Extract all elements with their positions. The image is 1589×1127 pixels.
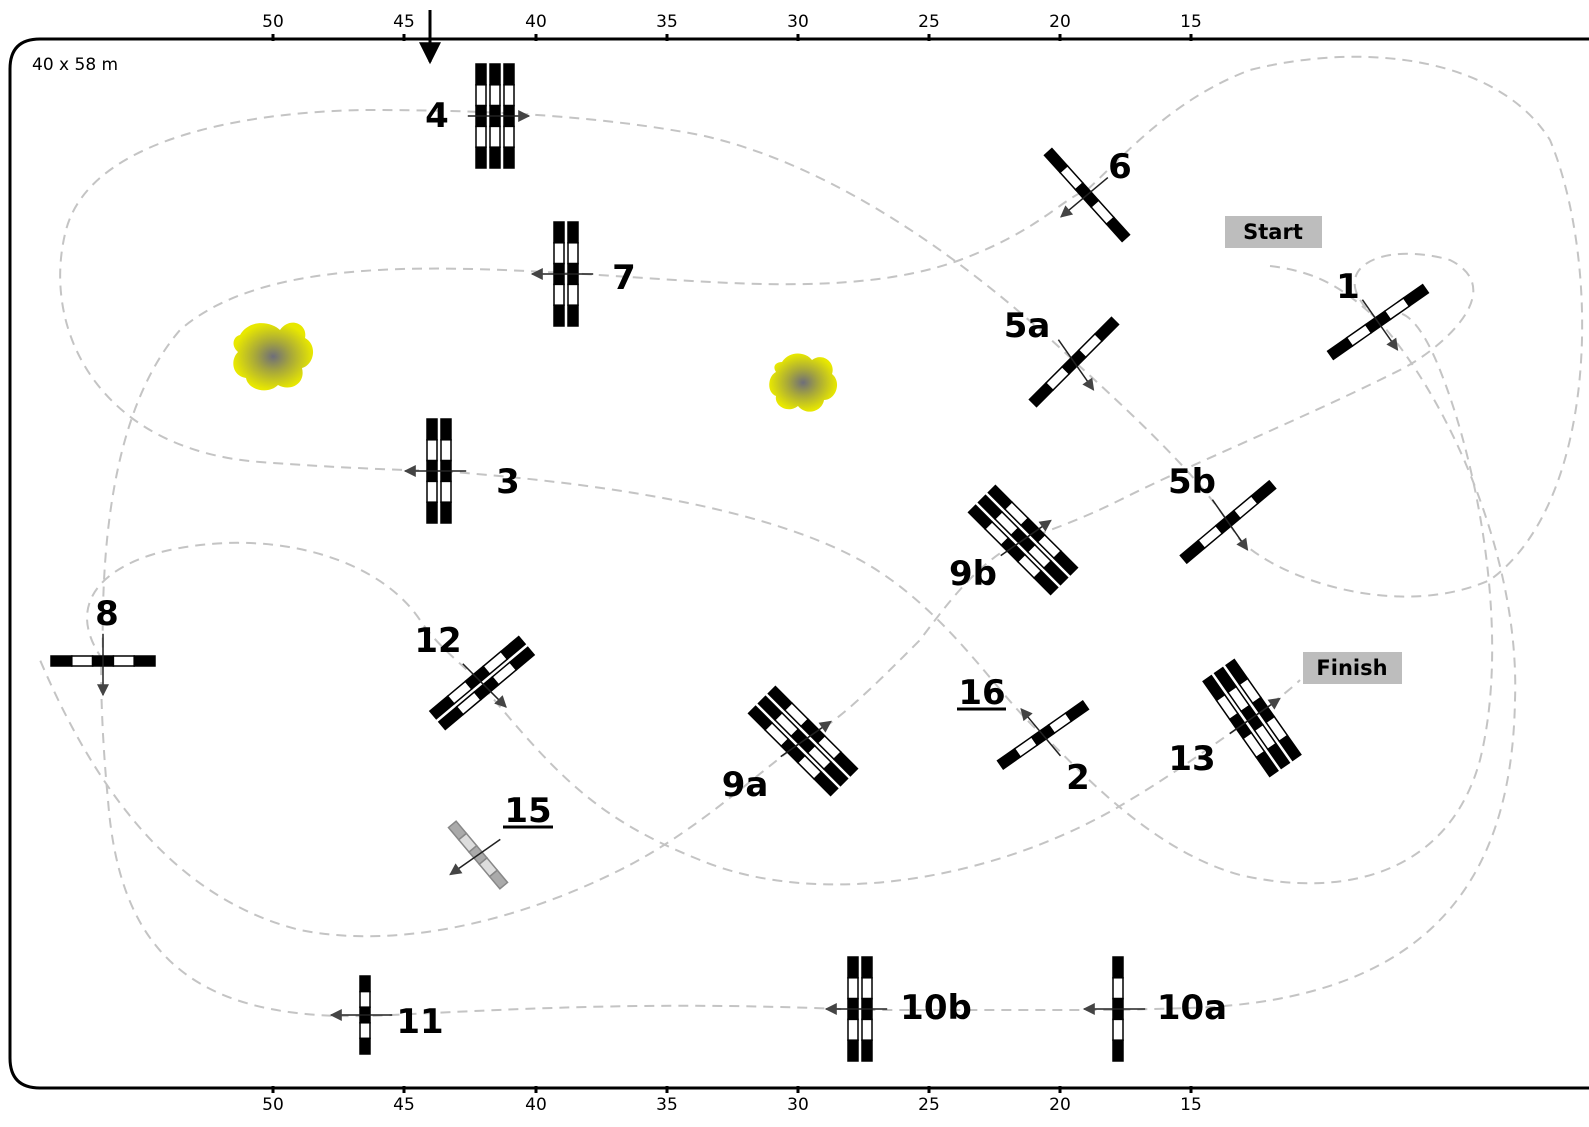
obstacle-10a	[1082, 956, 1146, 1062]
direction-arrow-icon	[1020, 708, 1062, 757]
obstacle-3	[403, 418, 467, 524]
obstacle-pole	[553, 221, 565, 327]
obstacle-pole	[747, 705, 839, 797]
top-tick-label: 40	[525, 12, 547, 32]
direction-arrow-icon	[1361, 299, 1399, 351]
obstacle-label-10b: 10b	[900, 988, 972, 1028]
bottom-tick-label: 30	[787, 1095, 809, 1115]
obstacle-9b	[967, 484, 1079, 596]
bottom-tick-label: 50	[262, 1095, 284, 1115]
course-route	[86, 541, 1301, 886]
direction-arrow-icon	[780, 720, 832, 758]
obstacle-4	[467, 63, 531, 169]
start-marker: Start	[1225, 216, 1322, 248]
obstacle-pole	[567, 221, 579, 327]
obstacle-15	[447, 820, 509, 890]
obstacle-label-11: 11	[396, 1002, 443, 1042]
obstacle-5b	[1179, 479, 1277, 565]
obstacle-label-15: 15	[504, 791, 551, 831]
tree-icon	[233, 322, 314, 391]
top-tick-label: 15	[1180, 12, 1202, 32]
obstacle-13	[1202, 658, 1302, 778]
top-scale: 50 45 40 35 30 25 20 15	[262, 12, 1202, 41]
finish-label: Finish	[1316, 656, 1387, 680]
direction-arrow-icon	[1000, 519, 1052, 557]
obstacle-12	[428, 635, 536, 731]
obstacle-9a	[747, 685, 859, 797]
obstacle-label-8: 8	[95, 594, 119, 634]
obstacle-pole	[426, 418, 438, 524]
obstacle-pole	[1225, 658, 1302, 762]
top-tick-label: 25	[918, 12, 940, 32]
bottom-tick-label: 20	[1049, 1095, 1071, 1115]
direction-arrow-icon	[1211, 499, 1249, 551]
arena-size-label: 40 x 58 m	[32, 55, 118, 75]
obstacle-label-7: 7	[612, 258, 636, 298]
obstacle-label-6: 6	[1108, 147, 1132, 187]
top-tick-label: 50	[262, 12, 284, 32]
obstacle-label-12: 12	[414, 621, 461, 661]
obstacle-6	[1043, 147, 1131, 243]
obstacle-label-1: 1	[1336, 267, 1360, 307]
obstacle-label-4: 4	[425, 96, 449, 136]
direction-arrow-icon	[1057, 339, 1095, 391]
bottom-tick-label: 40	[525, 1095, 547, 1115]
course-route	[39, 252, 1475, 938]
obstacle-pole	[1213, 666, 1291, 770]
obstacle-label-9b: 9b	[949, 554, 997, 594]
tree-icon	[769, 353, 838, 412]
bottom-scale: 50 45 40 35 30 25 20 15	[262, 1086, 1202, 1115]
obstacle-1	[1326, 283, 1430, 361]
obstacle-pole	[847, 956, 859, 1062]
obstacle-16	[996, 700, 1090, 770]
obstacle-label-5a: 5a	[1004, 306, 1051, 346]
top-tick-label: 45	[393, 12, 415, 32]
obstacles-layer	[50, 63, 1430, 1062]
bottom-tick-label: 45	[393, 1095, 415, 1115]
obstacle-label-16: 16	[958, 673, 1005, 713]
obstacle-label-13: 13	[1168, 739, 1215, 779]
obstacle-pole	[359, 975, 371, 1055]
finish-marker: Finish	[1303, 652, 1402, 684]
obstacle-pole	[967, 504, 1059, 596]
direction-arrow-icon	[1060, 176, 1109, 218]
obstacle-label-10a: 10a	[1157, 988, 1227, 1028]
top-tick-label: 35	[656, 12, 678, 32]
bottom-tick-label: 25	[918, 1095, 940, 1115]
bottom-tick-label: 15	[1180, 1095, 1202, 1115]
course-route	[59, 55, 1584, 1018]
obstacle-pole	[1326, 283, 1430, 361]
obstacle-pole	[987, 484, 1079, 576]
obstacle-5a	[1028, 316, 1120, 408]
direction-arrow-icon	[449, 838, 501, 876]
top-tick-label: 20	[1049, 12, 1071, 32]
direction-arrow-icon	[1229, 697, 1281, 735]
obstacle-8	[50, 633, 156, 697]
obstacle-11	[329, 975, 393, 1055]
direction-arrow-icon	[462, 663, 507, 708]
obstacle-7	[530, 221, 594, 327]
obstacle-label-5b: 5b	[1168, 462, 1216, 502]
start-label: Start	[1243, 220, 1303, 244]
obstacle-label-9a: 9a	[722, 765, 769, 805]
obstacle-label-2: 2	[1066, 758, 1090, 798]
obstacle-pole	[503, 63, 515, 169]
obstacle-pole	[767, 685, 859, 777]
top-tick-label: 30	[787, 12, 809, 32]
arena-border	[8, 37, 1589, 1090]
obstacle-10b	[824, 956, 888, 1062]
obstacle-label-3: 3	[496, 462, 520, 502]
obstacle-pole	[428, 635, 527, 720]
bottom-tick-label: 35	[656, 1095, 678, 1115]
